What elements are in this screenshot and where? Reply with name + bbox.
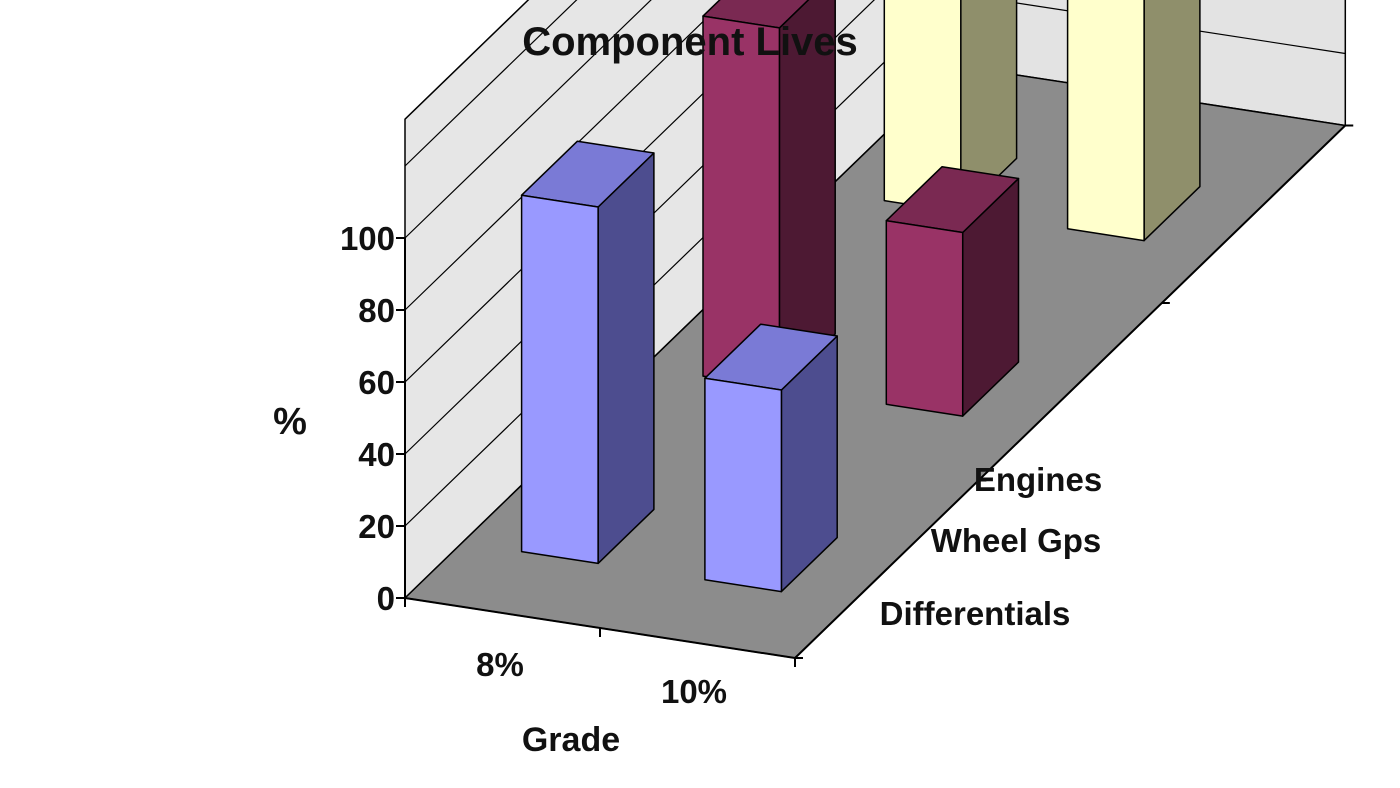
y-tick-label: 0: [377, 580, 395, 617]
y-tick-label: 100: [340, 220, 395, 257]
bar-differentials-1: [704, 323, 838, 593]
depth-label-differentials: Differentials: [880, 595, 1071, 632]
depth-label-wheel-gps: Wheel Gps: [931, 522, 1102, 559]
gridline: [404, 0, 652, 239]
y-axis-title: %: [273, 401, 307, 443]
gridline: [404, 0, 875, 455]
depth-label-engines: Engines: [974, 461, 1102, 498]
gridline: [404, 0, 801, 383]
bar-engines-1: [1066, 0, 1201, 242]
bar-front-face: [704, 377, 783, 593]
depth-axis-line: [794, 124, 1346, 659]
chart-title: Component Lives: [522, 20, 858, 64]
bar-side-face: [597, 152, 655, 565]
y-tick-label: 40: [358, 436, 395, 473]
y-tick-label: 80: [358, 292, 395, 329]
y-tick-label: 60: [358, 364, 395, 401]
bar-front-face: [885, 219, 964, 417]
bar-front-face: [1066, 0, 1145, 242]
y-tick-label: 20: [358, 508, 395, 545]
bar-wheel-gps-1: [885, 165, 1020, 417]
x-category-label: 8%: [476, 646, 524, 683]
x-axis-title: Grade: [522, 721, 620, 759]
bar-differentials-0: [520, 140, 655, 565]
bar-front-face: [520, 194, 599, 565]
gridline: [404, 0, 578, 167]
bars: [520, 0, 1201, 593]
axes: [396, 124, 1354, 667]
x-category-label: 10%: [661, 673, 727, 710]
gridline: [404, 0, 727, 311]
gridline: [404, 0, 950, 527]
